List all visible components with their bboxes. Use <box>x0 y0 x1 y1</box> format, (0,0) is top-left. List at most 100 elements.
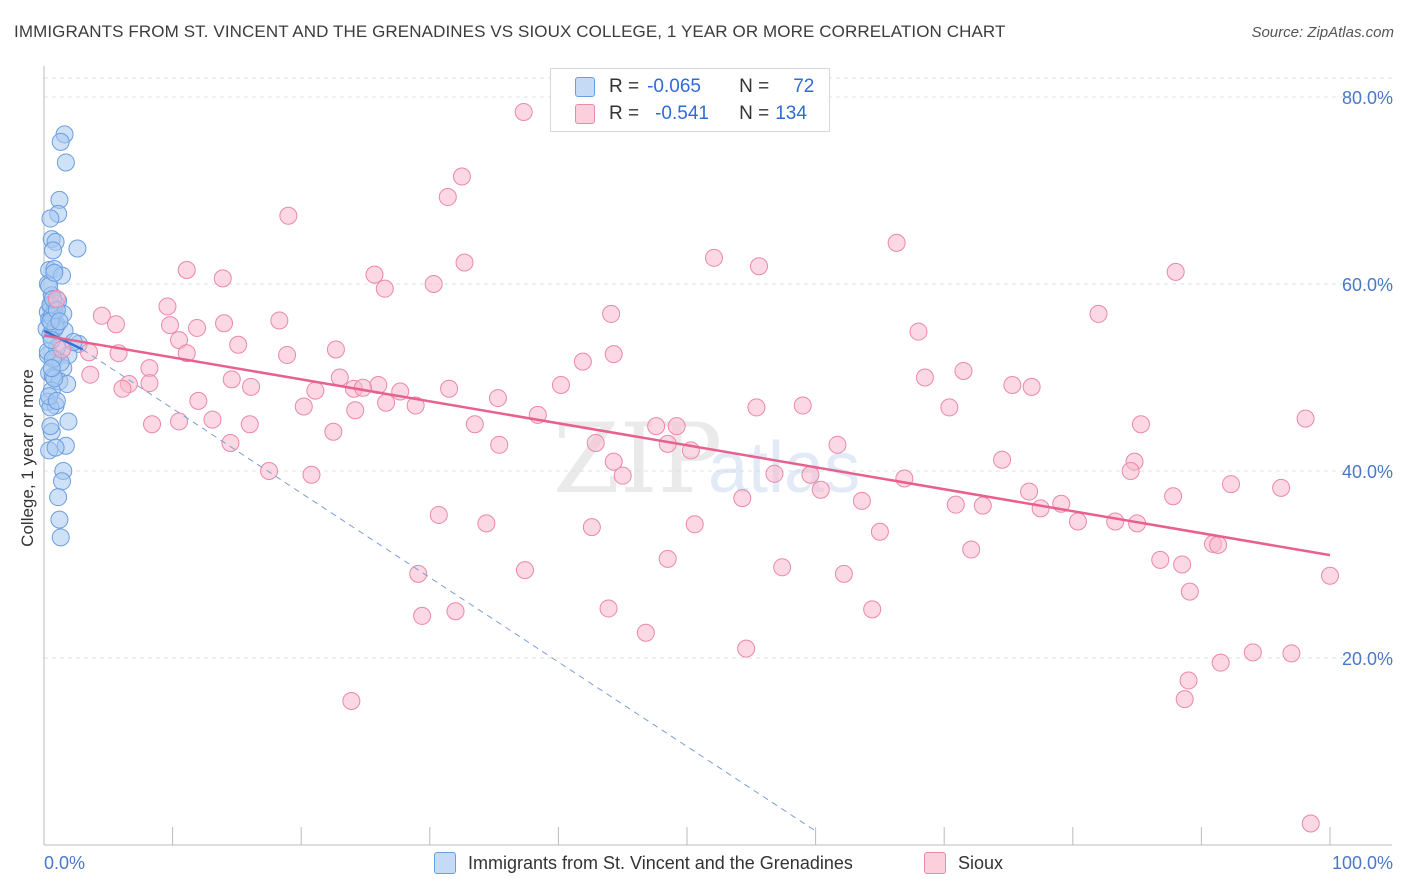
sioux-point <box>242 377 261 396</box>
sioux-point <box>599 599 618 618</box>
sioux-point <box>215 314 234 333</box>
sioux-point <box>1089 304 1108 323</box>
sioux-point <box>113 379 132 398</box>
sioux-point <box>667 417 686 436</box>
y-tick-label: 60.0% <box>1342 275 1393 295</box>
sioux-point <box>747 398 766 417</box>
immigrants-point <box>46 438 65 457</box>
sioux-point <box>330 368 349 387</box>
bottom-legend-label-immigrants: Immigrants from St. Vincent and the Gren… <box>468 852 853 873</box>
sioux-point <box>1003 375 1022 394</box>
bottom-legend-swatch-sioux <box>924 852 946 874</box>
legend-n-value: 72 <box>793 76 815 97</box>
sioux-point <box>1164 487 1183 506</box>
sioux-point <box>140 359 159 378</box>
sioux-point <box>260 462 279 480</box>
chart-source: Source: ZipAtlas.com <box>1251 24 1394 41</box>
sioux-point <box>993 450 1012 469</box>
sioux-point <box>406 396 425 415</box>
sioux-point <box>424 275 443 293</box>
sioux-point <box>140 374 159 393</box>
legend-swatch-immigrants <box>575 77 595 97</box>
sioux-point <box>515 561 534 580</box>
sioux-point <box>80 343 99 362</box>
sioux-point <box>940 398 959 417</box>
y-tick-label: 20.0% <box>1342 649 1393 669</box>
immigrants-point <box>41 209 60 228</box>
legend-n-label: N = <box>739 76 770 97</box>
sioux-point <box>1321 566 1339 585</box>
sioux-point <box>455 253 474 272</box>
sioux-point <box>647 417 666 436</box>
legend-swatch-sioux <box>575 104 595 124</box>
sioux-point <box>811 480 830 499</box>
legend-r-label: R = <box>609 103 640 124</box>
sioux-point <box>302 465 321 484</box>
sioux-point <box>229 335 248 354</box>
sioux-point <box>514 102 533 121</box>
sioux-point <box>409 564 428 583</box>
sioux-point <box>1175 690 1194 709</box>
sioux-point <box>221 433 240 452</box>
sioux-point <box>477 514 496 533</box>
immigrants-point <box>42 359 61 378</box>
sioux-point <box>161 316 180 335</box>
sioux-point <box>1221 475 1240 494</box>
legend-r-value: -0.541 <box>655 103 709 124</box>
sioux-point <box>1121 462 1140 480</box>
sioux-point <box>604 452 623 471</box>
sioux-point <box>346 401 365 420</box>
immigrants-trend-extension <box>82 349 816 832</box>
sioux-point <box>852 491 871 510</box>
sioux-point <box>279 206 298 225</box>
sioux-point <box>342 692 361 711</box>
sioux-point <box>1031 499 1050 518</box>
sioux-point <box>1209 535 1228 554</box>
sioux-point <box>765 464 784 483</box>
sioux-point <box>863 600 882 619</box>
immigrants-point <box>50 312 69 331</box>
sioux-point <box>188 318 207 337</box>
sioux-point <box>143 415 162 434</box>
sioux-point <box>973 496 992 515</box>
sioux-point <box>1068 512 1087 531</box>
legend-n-value: 134 <box>775 103 807 124</box>
sioux-point <box>490 435 509 454</box>
chart-title: IMMIGRANTS FROM ST. VINCENT AND THE GREN… <box>14 22 1006 41</box>
trend-lines <box>43 329 1331 832</box>
immigrants-point <box>49 488 68 507</box>
sioux-point <box>954 361 973 380</box>
immigrants-point <box>56 153 75 172</box>
sioux-point <box>1282 644 1301 663</box>
immigrants-point <box>44 241 63 260</box>
sioux-point <box>793 396 812 415</box>
sioux-point <box>887 233 906 252</box>
sioux-point <box>270 311 289 330</box>
sioux-point <box>1020 482 1039 501</box>
sioux-point <box>488 389 507 408</box>
immigrants-point <box>53 472 72 491</box>
sioux-point <box>213 269 232 288</box>
sioux-point <box>909 322 928 341</box>
sioux-point <box>1272 478 1291 497</box>
y-tick-label: 40.0% <box>1342 462 1393 482</box>
sioux-point <box>1301 814 1320 833</box>
legend-row-immigrants: R = -0.065 N = 72 <box>575 75 814 99</box>
sioux-point <box>278 346 297 365</box>
x-tick-label: 100.0% <box>1332 853 1393 873</box>
sioux-point <box>440 379 459 398</box>
sioux-point <box>452 167 471 186</box>
legend-n-label: N = <box>739 103 770 124</box>
y-tick-label: 80.0% <box>1342 88 1393 108</box>
sioux-point <box>946 495 965 514</box>
immigrants-point <box>51 528 70 547</box>
sioux-point <box>1211 653 1230 672</box>
sioux-point <box>326 340 345 359</box>
sioux-point <box>685 515 704 534</box>
immigrants-point <box>41 417 60 436</box>
immigrants-point <box>59 412 78 431</box>
immigrants-point <box>47 391 66 410</box>
legend-r-label: R = <box>609 76 640 97</box>
immigrants-point <box>50 510 69 529</box>
